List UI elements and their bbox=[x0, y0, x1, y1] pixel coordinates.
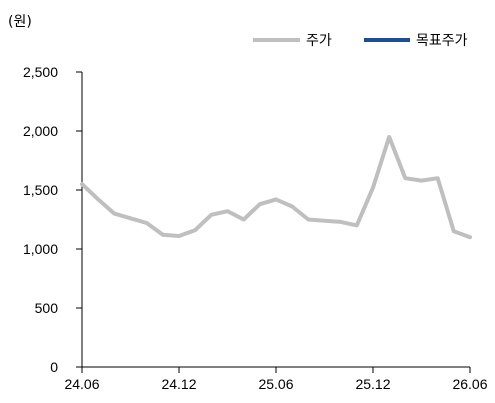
x-axis-ticks: 24.06 24.12 25.06 25.12 26.06 bbox=[64, 367, 488, 392]
series-line-price bbox=[80, 134, 472, 240]
legend: 주가 목표주가 bbox=[253, 33, 468, 49]
y-tick-label: 2,500 bbox=[23, 64, 58, 80]
y-tick-label: 2,000 bbox=[23, 123, 58, 139]
x-tick-label: 25.12 bbox=[355, 376, 390, 392]
y-tick-label: 1,000 bbox=[23, 241, 58, 257]
y-axis-ticks: 0 500 1,000 1,500 2,000 2,500 bbox=[23, 64, 82, 375]
x-tick-label: 24.06 bbox=[64, 376, 99, 392]
y-tick-label: 1,500 bbox=[23, 182, 58, 198]
x-tick-label: 26.06 bbox=[452, 376, 487, 392]
series-group bbox=[80, 134, 472, 240]
x-tick-label: 24.12 bbox=[161, 376, 196, 392]
y-tick-label: 0 bbox=[50, 359, 58, 375]
y-axis-unit-label: (원) bbox=[8, 14, 32, 30]
legend-label-target-price: 목표주가 bbox=[416, 33, 468, 49]
legend-label-price: 주가 bbox=[306, 33, 332, 49]
x-tick-label: 25.06 bbox=[258, 376, 293, 392]
y-tick-label: 500 bbox=[35, 300, 59, 316]
